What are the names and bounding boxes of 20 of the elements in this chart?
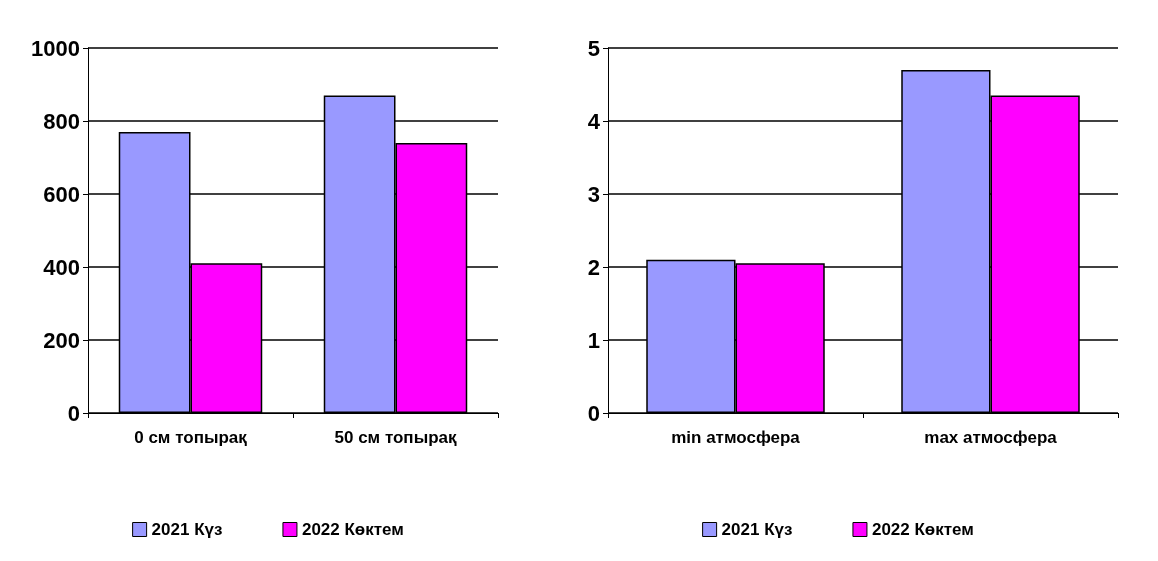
y-tick-label: 400	[43, 254, 80, 280]
x-tick-label: 0 см топырақ	[134, 428, 248, 447]
y-tick-label: 4	[587, 108, 601, 134]
legend-label: 2022 Көктем	[871, 520, 974, 539]
y-tick-label: 1	[587, 327, 600, 353]
y-tick-label: 3	[587, 181, 600, 207]
y-tick-label: 600	[43, 181, 80, 207]
legend-label: 2022 Көктем	[301, 520, 404, 539]
y-tick-label: 0	[67, 400, 80, 426]
legend-label: 2021 Күз	[721, 520, 793, 539]
y-tick-label: 1000	[31, 35, 80, 61]
y-tick-label: 0	[587, 400, 600, 426]
y-tick-label: 2	[587, 254, 600, 280]
x-tick-label: min атмосфера	[671, 428, 801, 447]
y-tick-label: 5	[587, 35, 600, 61]
legend-label: 2021 Күз	[151, 520, 223, 539]
x-tick-label: max атмосфера	[924, 428, 1058, 447]
y-tick-label: 200	[43, 327, 80, 353]
y-tick-label: 800	[43, 108, 80, 134]
x-tick-label: 50 см топырақ	[334, 428, 457, 447]
